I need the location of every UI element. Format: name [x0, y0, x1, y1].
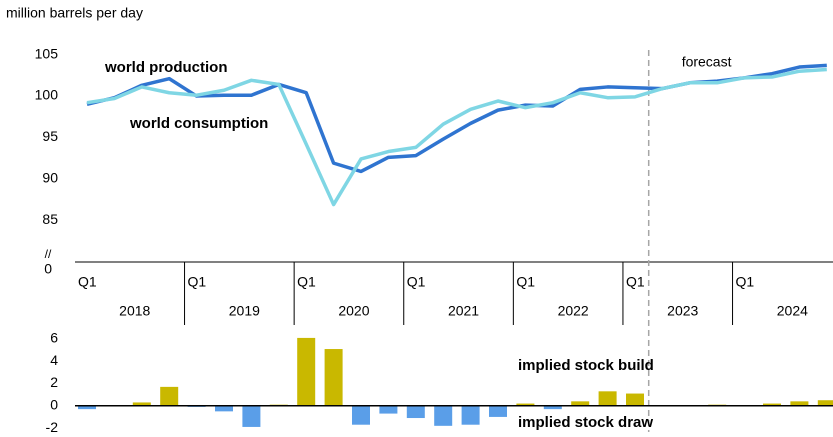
x-tick-label: Q1 — [188, 274, 207, 290]
y-tick-label: 6 — [50, 330, 58, 346]
x-tick-label: Q1 — [78, 274, 97, 290]
bar — [817, 400, 833, 406]
bar — [406, 405, 425, 419]
x-tick-label: Q1 — [626, 274, 645, 290]
draw-label: implied stock draw — [518, 414, 653, 431]
bar — [215, 405, 233, 412]
build-label: implied stock build — [518, 357, 654, 374]
y-axis-label: million barrels per day — [6, 5, 143, 21]
bar — [434, 405, 453, 426]
series-label: world consumption — [129, 115, 268, 132]
y-tick-label: 4 — [50, 352, 58, 368]
y-tick-label: 0 — [44, 261, 52, 277]
year-label: 2019 — [229, 303, 260, 319]
y-tick-label: 95 — [42, 128, 58, 144]
bar — [543, 405, 562, 410]
bar — [78, 405, 96, 410]
bar — [626, 393, 644, 406]
bar — [242, 405, 261, 427]
bar — [132, 402, 151, 406]
line-consumption — [86, 67, 827, 207]
bar — [489, 405, 507, 417]
bar — [516, 403, 535, 406]
year-label: 2022 — [558, 303, 589, 319]
year-label: 2020 — [338, 303, 369, 319]
x-tick-label: Q1 — [297, 274, 316, 290]
y-tick-label: 105 — [35, 45, 59, 61]
bar — [297, 337, 316, 406]
bar — [352, 405, 370, 425]
y-tick-label: 85 — [42, 211, 58, 227]
x-tick-label: Q1 — [516, 274, 535, 290]
bar — [598, 391, 617, 406]
y-tick-label: -2 — [46, 419, 59, 435]
year-label: 2018 — [119, 303, 150, 319]
year-label: 2021 — [448, 303, 479, 319]
x-tick-label: Q1 — [736, 274, 755, 290]
x-tick-label: Q1 — [407, 274, 426, 290]
bar — [379, 405, 398, 414]
year-label: 2024 — [777, 303, 808, 319]
bar — [461, 405, 480, 425]
axis-break: // — [45, 247, 52, 261]
bar — [324, 349, 343, 406]
series-label: world production — [104, 59, 227, 76]
bar — [160, 386, 179, 406]
y-tick-label: 90 — [42, 170, 58, 186]
bar — [790, 401, 809, 406]
y-tick-label: 100 — [35, 87, 59, 103]
forecast-label: forecast — [682, 54, 732, 70]
bar — [763, 403, 781, 406]
y-tick-label: 0 — [50, 396, 58, 412]
year-label: 2023 — [667, 303, 698, 319]
y-tick-label: 2 — [50, 374, 58, 390]
bar — [571, 401, 590, 406]
